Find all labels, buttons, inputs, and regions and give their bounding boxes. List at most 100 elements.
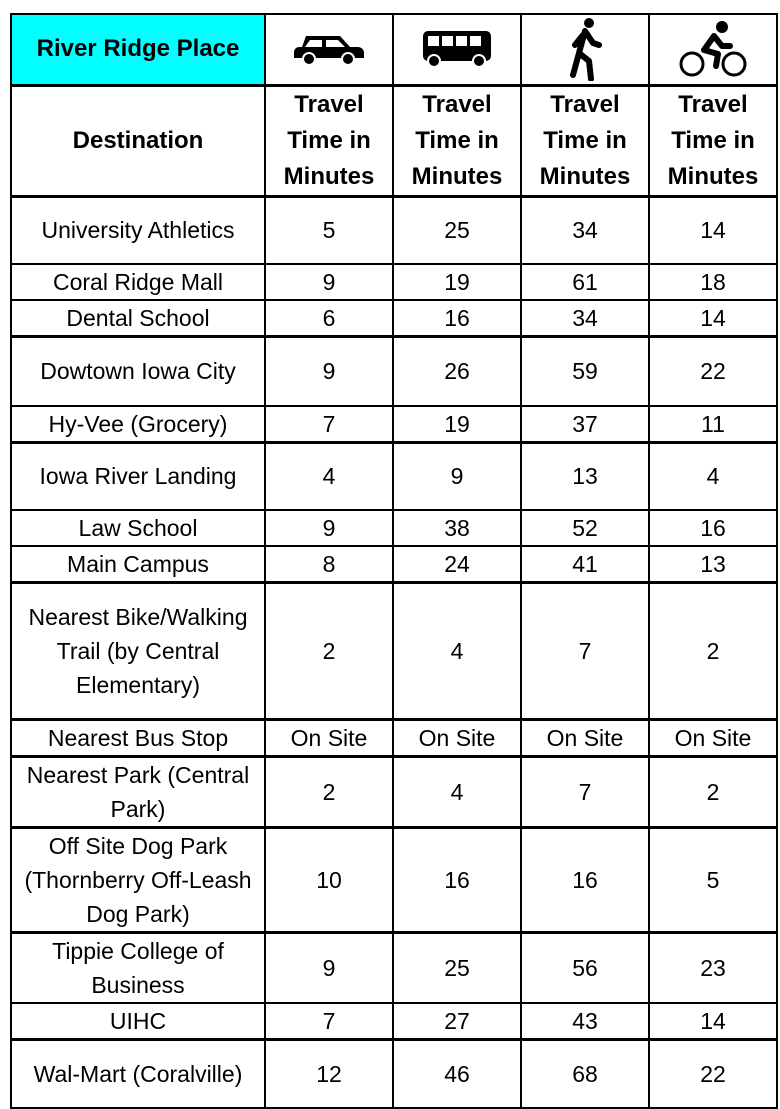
icon-header-row: River Ridge Place: [10, 13, 778, 86]
car-time-cell: 2: [264, 755, 394, 829]
table-row: Main Campus 8 24 41 13: [10, 545, 778, 584]
bike-column-icon: [648, 13, 778, 86]
car-time-cell: 9: [264, 931, 394, 1004]
bus-time-cell: 26: [392, 335, 522, 407]
table-row: Law School 9 38 52 16: [10, 509, 778, 547]
bike-time-cell: 2: [648, 581, 778, 721]
bike-time-cell: 4: [648, 440, 778, 511]
property-title: River Ridge Place: [10, 13, 266, 86]
walking-icon: [570, 18, 602, 82]
bike-time-cell: 23: [648, 931, 778, 1004]
walk-time-cell: 13: [520, 440, 650, 511]
bike-time-cell: 2: [648, 755, 778, 829]
destination-cell: Tippie College of Business: [10, 931, 266, 1004]
table-row: Hy-Vee (Grocery) 7 19 37 11: [10, 404, 778, 443]
car-icon: [294, 36, 364, 67]
walk-time-cell: 59: [520, 335, 650, 407]
car-time-cell: 5: [264, 194, 394, 265]
car-time-cell: 12: [264, 1038, 394, 1109]
destination-cell: Nearest Bus Stop: [10, 718, 266, 758]
destination-cell: Off Site Dog Park (Thornberry Off-Leash …: [10, 826, 266, 934]
car-time-cell: 10: [264, 826, 394, 934]
car-time-cell: 7: [264, 1002, 394, 1041]
bike-time-cell: 22: [648, 335, 778, 407]
destination-cell: University Athletics: [10, 194, 266, 265]
bike-time-cell: On Site: [648, 718, 778, 758]
bike-time-header: Travel Time in Minutes: [648, 83, 778, 197]
bike-time-cell: 11: [648, 404, 778, 443]
car-column-icon: [264, 13, 394, 86]
bike-time-cell: 13: [648, 545, 778, 584]
walk-time-cell: 7: [520, 581, 650, 721]
table-row: Dowtown Iowa City 9 26 59 22: [10, 335, 778, 407]
car-time-cell: 9: [264, 335, 394, 407]
table-row: University Athletics 5 25 34 14: [10, 194, 778, 265]
table-row: Nearest Bike/Walking Trail (by Central E…: [10, 581, 778, 721]
bus-time-cell: 16: [392, 826, 522, 934]
bus-time-cell: 4: [392, 581, 522, 721]
walk-time-cell: On Site: [520, 718, 650, 758]
table-row: Nearest Park (Central Park) 2 4 7 2: [10, 755, 778, 829]
bike-time-cell: 22: [648, 1038, 778, 1109]
car-time-header: Travel Time in Minutes: [264, 83, 394, 197]
walk-time-cell: 16: [520, 826, 650, 934]
bus-time-cell: 19: [392, 404, 522, 443]
destination-header: Destination: [10, 83, 266, 197]
table-row: Wal-Mart (Coralville) 12 46 68 22: [10, 1038, 778, 1109]
car-time-cell: 8: [264, 545, 394, 584]
column-header-row: Destination Travel Time in Minutes Trave…: [10, 83, 778, 197]
bus-time-cell: On Site: [392, 718, 522, 758]
destination-cell: Nearest Park (Central Park): [10, 755, 266, 829]
car-time-cell: 6: [264, 299, 394, 338]
destination-cell: Main Campus: [10, 545, 266, 584]
car-time-cell: 9: [264, 263, 394, 301]
car-time-cell: 9: [264, 509, 394, 547]
bike-time-cell: 16: [648, 509, 778, 547]
bicycle-icon: [679, 21, 747, 77]
walk-column-icon: [520, 13, 650, 86]
walk-time-cell: 68: [520, 1038, 650, 1109]
table-row: Tippie College of Business 9 25 56 23: [10, 931, 778, 1004]
walk-time-cell: 34: [520, 194, 650, 265]
bike-time-cell: 5: [648, 826, 778, 934]
destination-cell: Coral Ridge Mall: [10, 263, 266, 301]
car-time-cell: 7: [264, 404, 394, 443]
destination-cell: Law School: [10, 509, 266, 547]
car-time-cell: 2: [264, 581, 394, 721]
table-row: Nearest Bus Stop On Site On Site On Site On …: [10, 718, 778, 758]
walk-time-cell: 52: [520, 509, 650, 547]
bike-time-cell: 14: [648, 1002, 778, 1041]
walk-time-cell: 41: [520, 545, 650, 584]
walk-time-cell: 34: [520, 299, 650, 338]
bus-time-cell: 19: [392, 263, 522, 301]
bus-time-cell: 16: [392, 299, 522, 338]
bus-icon: [423, 31, 491, 69]
bus-time-cell: 4: [392, 755, 522, 829]
table-row: Coral Ridge Mall 9 19 61 18: [10, 263, 778, 301]
bus-time-cell: 25: [392, 931, 522, 1004]
bus-time-cell: 27: [392, 1002, 522, 1041]
table-row: Dental School 6 16 34 14: [10, 299, 778, 338]
destination-cell: Nearest Bike/Walking Trail (by Central E…: [10, 581, 266, 721]
destination-cell: Dental School: [10, 299, 266, 338]
walk-time-cell: 37: [520, 404, 650, 443]
destination-cell: Iowa River Landing: [10, 440, 266, 511]
bus-time-cell: 24: [392, 545, 522, 584]
bus-time-cell: 9: [392, 440, 522, 511]
walk-time-cell: 61: [520, 263, 650, 301]
bus-time-header: Travel Time in Minutes: [392, 83, 522, 197]
car-time-cell: On Site: [264, 718, 394, 758]
bus-time-cell: 25: [392, 194, 522, 265]
walk-time-cell: 56: [520, 931, 650, 1004]
bus-time-cell: 46: [392, 1038, 522, 1109]
bike-time-cell: 14: [648, 299, 778, 338]
table-row: Off Site Dog Park (Thornberry Off-Leash …: [10, 826, 778, 934]
table-row: Iowa River Landing 4 9 13 4: [10, 440, 778, 511]
destination-cell: Wal-Mart (Coralville): [10, 1038, 266, 1109]
walk-time-header: Travel Time in Minutes: [520, 83, 650, 197]
car-time-cell: 4: [264, 440, 394, 511]
bike-time-cell: 18: [648, 263, 778, 301]
table-row: UIHC 7 27 43 14: [10, 1002, 778, 1041]
bike-time-cell: 14: [648, 194, 778, 265]
walk-time-cell: 43: [520, 1002, 650, 1041]
